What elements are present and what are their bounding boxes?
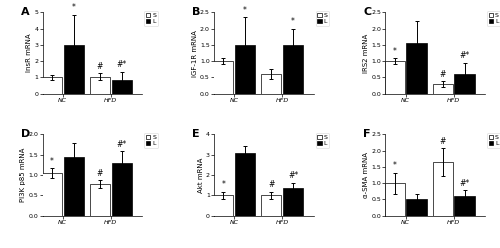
Y-axis label: PI3K p85 mRNA: PI3K p85 mRNA — [20, 148, 26, 202]
Text: *: * — [393, 161, 396, 170]
Legend: S, L: S, L — [316, 11, 330, 26]
Text: A: A — [20, 7, 29, 17]
Text: #: # — [440, 137, 446, 146]
Text: C: C — [364, 7, 372, 17]
Legend: S, L: S, L — [144, 11, 158, 26]
Bar — [90, 77, 110, 94]
Y-axis label: α-SMA mRNA: α-SMA mRNA — [363, 152, 369, 198]
Text: F: F — [364, 129, 371, 139]
Bar — [42, 173, 62, 216]
Text: *: * — [243, 6, 247, 15]
Y-axis label: InsR mRNA: InsR mRNA — [26, 34, 32, 72]
Bar — [235, 153, 256, 216]
Bar — [213, 61, 234, 94]
Bar — [64, 45, 84, 94]
Text: #: # — [440, 70, 446, 79]
Text: *: * — [222, 180, 226, 189]
Bar — [454, 74, 474, 94]
Bar — [384, 61, 405, 94]
Text: #: # — [96, 169, 103, 178]
Legend: S, L: S, L — [487, 133, 500, 148]
Text: #*: #* — [460, 51, 469, 61]
Text: *: * — [50, 157, 54, 166]
Y-axis label: Akt mRNA: Akt mRNA — [198, 157, 203, 193]
Bar — [432, 162, 453, 216]
Y-axis label: IRS2 mRNA: IRS2 mRNA — [363, 33, 369, 73]
Bar — [454, 196, 474, 216]
Text: #*: #* — [116, 140, 127, 149]
Text: E: E — [192, 129, 200, 139]
Bar — [432, 84, 453, 94]
Bar — [261, 195, 281, 216]
Bar — [235, 45, 256, 94]
Bar — [42, 77, 62, 94]
Bar — [112, 163, 132, 216]
Bar — [384, 183, 405, 216]
Bar — [283, 45, 303, 94]
Text: B: B — [192, 7, 200, 17]
Bar — [64, 157, 84, 216]
Text: *: * — [393, 47, 396, 56]
Text: D: D — [20, 129, 30, 139]
Legend: S, L: S, L — [487, 11, 500, 26]
Legend: S, L: S, L — [316, 133, 330, 148]
Text: #: # — [268, 180, 274, 189]
Bar — [406, 43, 426, 94]
Text: #: # — [96, 62, 103, 71]
Bar — [90, 184, 110, 216]
Bar — [283, 188, 303, 216]
Legend: S, L: S, L — [144, 133, 158, 148]
Text: *: * — [291, 17, 295, 26]
Bar — [406, 199, 426, 216]
Y-axis label: IGF-1R mRNA: IGF-1R mRNA — [192, 30, 198, 77]
Bar — [261, 74, 281, 94]
Bar — [213, 195, 234, 216]
Bar — [112, 80, 132, 94]
Text: #*: #* — [116, 60, 127, 69]
Text: #*: #* — [288, 171, 298, 180]
Text: #*: #* — [460, 179, 469, 188]
Text: *: * — [72, 3, 76, 12]
